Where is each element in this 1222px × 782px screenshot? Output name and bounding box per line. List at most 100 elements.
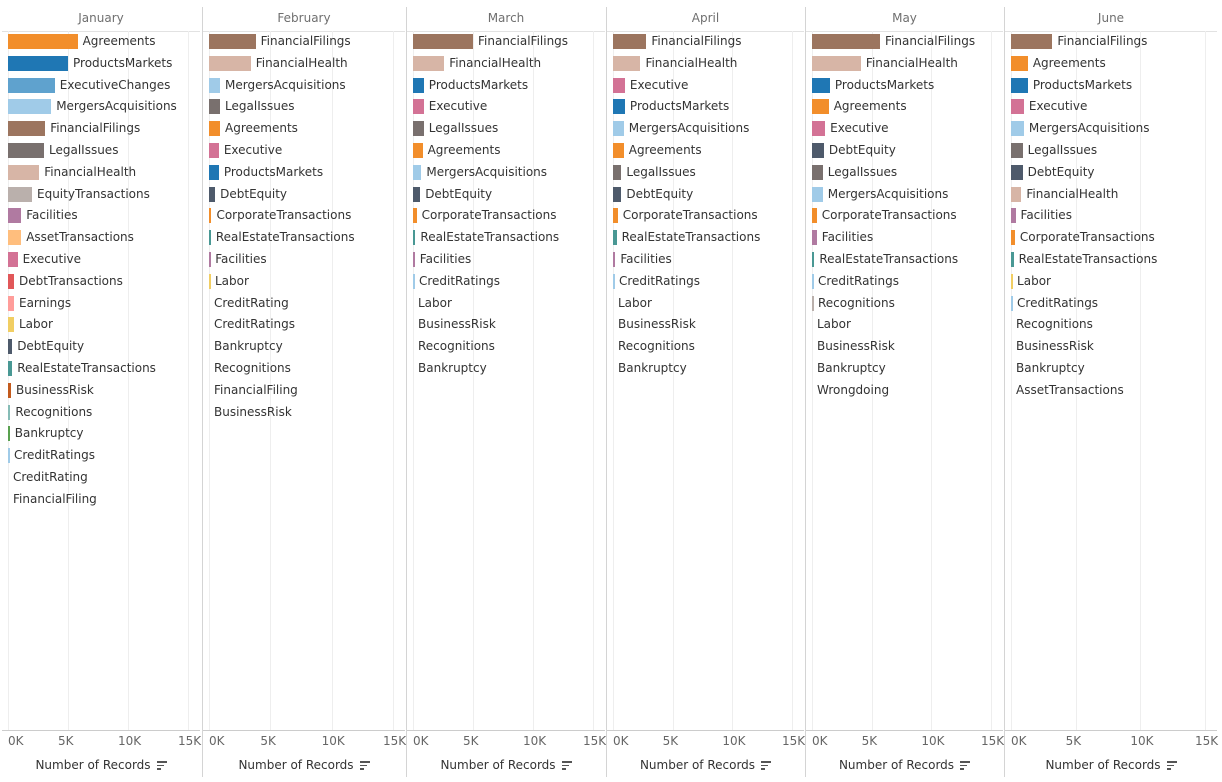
bar-legalissues[interactable] — [613, 164, 622, 180]
bar-facilities[interactable] — [209, 252, 211, 267]
bar-productsmarkets[interactable] — [1011, 77, 1028, 93]
bar-realestatetransactions[interactable] — [613, 230, 617, 246]
bar-creditratings[interactable] — [613, 273, 615, 289]
bar-agreements[interactable] — [1011, 55, 1028, 71]
bar-debtequity[interactable] — [413, 186, 421, 202]
bar-earnings[interactable] — [8, 295, 14, 311]
bar-debttransactions[interactable] — [8, 273, 14, 289]
bar-recognitions[interactable] — [8, 404, 11, 420]
bar-mergersacquisitions[interactable] — [209, 77, 221, 93]
bar-label: FinancialHealth — [449, 55, 542, 70]
bar-realestatetransactions[interactable] — [8, 361, 13, 376]
gridline — [473, 31, 474, 731]
bar-realestatetransactions[interactable] — [1011, 252, 1014, 267]
bar-executive[interactable] — [613, 77, 625, 93]
bar-realestatetransactions[interactable] — [812, 252, 815, 267]
bar-label: Agreements — [225, 121, 298, 136]
bar-productsmarkets[interactable] — [812, 77, 830, 93]
bar-productsmarkets[interactable] — [8, 55, 68, 71]
bar-label: Labor — [214, 273, 249, 288]
bar-facilities[interactable] — [413, 252, 415, 267]
bar-corporatetransactions[interactable] — [209, 208, 212, 224]
bar-facilities[interactable] — [613, 252, 616, 267]
bar-financialfilings[interactable] — [8, 121, 46, 137]
bar-mergersacquisitions[interactable] — [413, 164, 422, 180]
bar-recognitions[interactable] — [812, 295, 814, 311]
bar-debtequity[interactable] — [209, 186, 216, 202]
sort-icon[interactable] — [1166, 761, 1177, 770]
bar-corporatetransactions[interactable] — [613, 208, 618, 224]
bar-agreements[interactable] — [209, 121, 221, 137]
bar-financialfilings[interactable] — [413, 34, 473, 49]
bar-realestatetransactions[interactable] — [209, 230, 211, 246]
bar-debtequity[interactable] — [613, 186, 622, 202]
x-tick-label: 5K — [1065, 734, 1082, 748]
bar-mergersacquisitions[interactable] — [812, 186, 823, 202]
bar-corporatetransactions[interactable] — [812, 208, 817, 224]
bar-creditratings[interactable] — [413, 273, 415, 289]
bar-productsmarkets[interactable] — [413, 77, 424, 93]
bar-label: Recognitions — [15, 404, 93, 419]
bar-bankruptcy[interactable] — [8, 426, 10, 442]
bar-financialfilings[interactable] — [209, 34, 256, 49]
bar-label: MergersAcquisitions — [1028, 121, 1150, 136]
bar-facilities[interactable] — [812, 230, 817, 246]
bar-legalissues[interactable] — [209, 99, 221, 115]
bar-financialhealth[interactable] — [613, 55, 641, 71]
bar-financialhealth[interactable] — [413, 55, 445, 71]
bar-financialhealth[interactable] — [1011, 186, 1022, 202]
bar-legalissues[interactable] — [812, 164, 823, 180]
bar-executive[interactable] — [413, 99, 424, 115]
bar-agreements[interactable] — [413, 143, 423, 158]
plot-area: FinancialFilings FinancialHealth ProductsM… — [407, 31, 605, 731]
bar-executivechanges[interactable] — [8, 77, 55, 93]
bar-creditratings[interactable] — [8, 448, 10, 464]
bar-agreements[interactable] — [8, 34, 78, 49]
bar-productsmarkets[interactable] — [209, 164, 219, 180]
bar-legalissues[interactable] — [1011, 143, 1023, 158]
bar-debtequity[interactable] — [1011, 164, 1023, 180]
bar-realestatetransactions[interactable] — [413, 230, 416, 246]
bar-debtequity[interactable] — [812, 143, 824, 158]
bar-label: Labor — [817, 317, 851, 332]
bar-financialfilings[interactable] — [1011, 34, 1053, 49]
bar-executive[interactable] — [8, 252, 18, 267]
bar-corporatetransactions[interactable] — [1011, 230, 1015, 246]
bar-executive[interactable] — [1011, 99, 1024, 115]
bar-productsmarkets[interactable] — [613, 99, 625, 115]
sort-icon[interactable] — [960, 761, 971, 770]
bar-legalissues[interactable] — [413, 121, 424, 137]
bar-financialhealth[interactable] — [209, 55, 251, 71]
x-tick-label: 15K — [1195, 734, 1219, 748]
sort-icon[interactable] — [761, 761, 772, 770]
bar-financialfilings[interactable] — [613, 34, 647, 49]
bar-labor[interactable] — [209, 273, 211, 289]
bar-executive[interactable] — [812, 121, 826, 137]
bar-equitytransactions[interactable] — [8, 186, 32, 202]
bar-agreements[interactable] — [613, 143, 624, 158]
bar-corporatetransactions[interactable] — [413, 208, 417, 224]
bar-financialhealth[interactable] — [8, 164, 40, 180]
bar-creditratings[interactable] — [1011, 295, 1013, 311]
bar-facilities[interactable] — [1011, 208, 1016, 224]
sort-icon[interactable] — [359, 761, 370, 770]
sort-icon[interactable] — [561, 761, 572, 770]
bar-mergersacquisitions[interactable] — [1011, 121, 1024, 137]
bar-mergersacquisitions[interactable] — [613, 121, 624, 137]
bar-mergersacquisitions[interactable] — [8, 99, 52, 115]
bar-labor[interactable] — [8, 317, 14, 333]
bar-creditratings[interactable] — [812, 273, 814, 289]
bar-agreements[interactable] — [812, 99, 829, 115]
bar-label: CreditRatings — [418, 273, 500, 288]
bar-labor[interactable] — [1011, 273, 1013, 289]
sort-icon[interactable] — [156, 761, 167, 770]
bar-debtequity[interactable] — [8, 339, 13, 355]
bar-facilities[interactable] — [8, 208, 22, 224]
bar-financialfilings[interactable] — [812, 34, 881, 49]
panel-header-divider — [806, 31, 1003, 32]
bar-businessrisk[interactable] — [8, 382, 11, 398]
bar-assettransactions[interactable] — [8, 230, 22, 246]
bar-legalissues[interactable] — [8, 143, 44, 158]
bar-executive[interactable] — [209, 143, 219, 158]
bar-financialhealth[interactable] — [812, 55, 861, 71]
